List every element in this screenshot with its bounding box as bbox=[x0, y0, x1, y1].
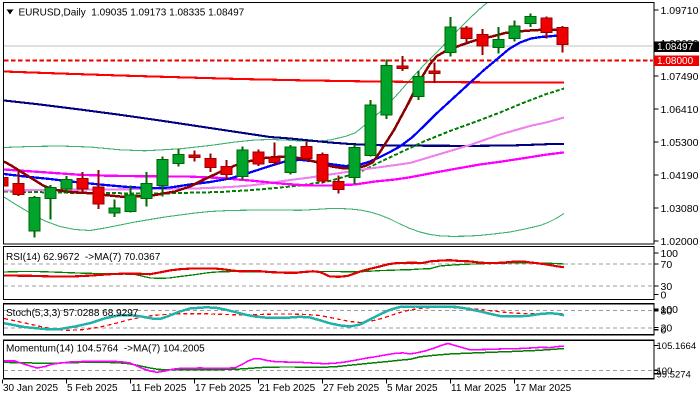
svg-text:0: 0 bbox=[661, 289, 667, 301]
svg-text:30 Jan 2025: 30 Jan 2025 bbox=[3, 383, 58, 394]
svg-text:Stoch(5,3,3) 57.0288 68.9297: Stoch(5,3,3) 57.0288 68.9297 bbox=[6, 308, 139, 319]
svg-text:1.04190: 1.04190 bbox=[661, 170, 699, 182]
svg-text:RSI(14) 62.9672 ->MA(7) 70.03: RSI(14) 62.9672 ->MA(7) 70.0367 bbox=[6, 252, 161, 263]
svg-text:1.08497: 1.08497 bbox=[657, 42, 694, 53]
svg-text:99.5274: 99.5274 bbox=[657, 369, 691, 380]
svg-text:80: 80 bbox=[661, 306, 673, 318]
svg-text:105.1664: 105.1664 bbox=[657, 341, 697, 352]
svg-text:5 Mar 2025: 5 Mar 2025 bbox=[387, 383, 438, 394]
svg-text:Momentum(14) 104.5764 ->MA(7): Momentum(14) 104.5764 ->MA(7) 104.2005 bbox=[6, 344, 205, 355]
svg-text:11 Feb 2025: 11 Feb 2025 bbox=[131, 383, 187, 394]
svg-text:11 Mar 2025: 11 Mar 2025 bbox=[451, 383, 507, 394]
svg-text:1.06410: 1.06410 bbox=[661, 104, 699, 116]
svg-text:27 Feb 2025: 27 Feb 2025 bbox=[323, 383, 380, 394]
svg-text:21 Feb 2025: 21 Feb 2025 bbox=[259, 383, 316, 394]
svg-text:0: 0 bbox=[661, 325, 667, 337]
svg-text:1.08000: 1.08000 bbox=[657, 56, 694, 67]
svg-text:100: 100 bbox=[661, 248, 679, 260]
svg-text:17 Mar 2025: 17 Mar 2025 bbox=[515, 383, 572, 394]
svg-text:17 Feb 2025: 17 Feb 2025 bbox=[195, 383, 252, 394]
svg-text:5 Feb 2025: 5 Feb 2025 bbox=[67, 383, 118, 394]
svg-text:EURUSD,Daily 1.09035 1.09173: EURUSD,Daily 1.09035 1.09173 1.08335 1.0… bbox=[19, 8, 245, 19]
svg-text:1.03080: 1.03080 bbox=[661, 203, 699, 215]
svg-text:100: 100 bbox=[657, 366, 673, 377]
svg-text:100: 100 bbox=[661, 304, 679, 316]
svg-text:30: 30 bbox=[661, 281, 673, 293]
svg-text:20: 20 bbox=[661, 322, 673, 334]
svg-text:1.05300: 1.05300 bbox=[661, 137, 699, 149]
svg-text:70: 70 bbox=[661, 259, 673, 271]
svg-text:1.07490: 1.07490 bbox=[661, 71, 699, 83]
svg-text:1.02000: 1.02000 bbox=[661, 236, 699, 248]
svg-text:1.09710: 1.09710 bbox=[661, 5, 699, 17]
